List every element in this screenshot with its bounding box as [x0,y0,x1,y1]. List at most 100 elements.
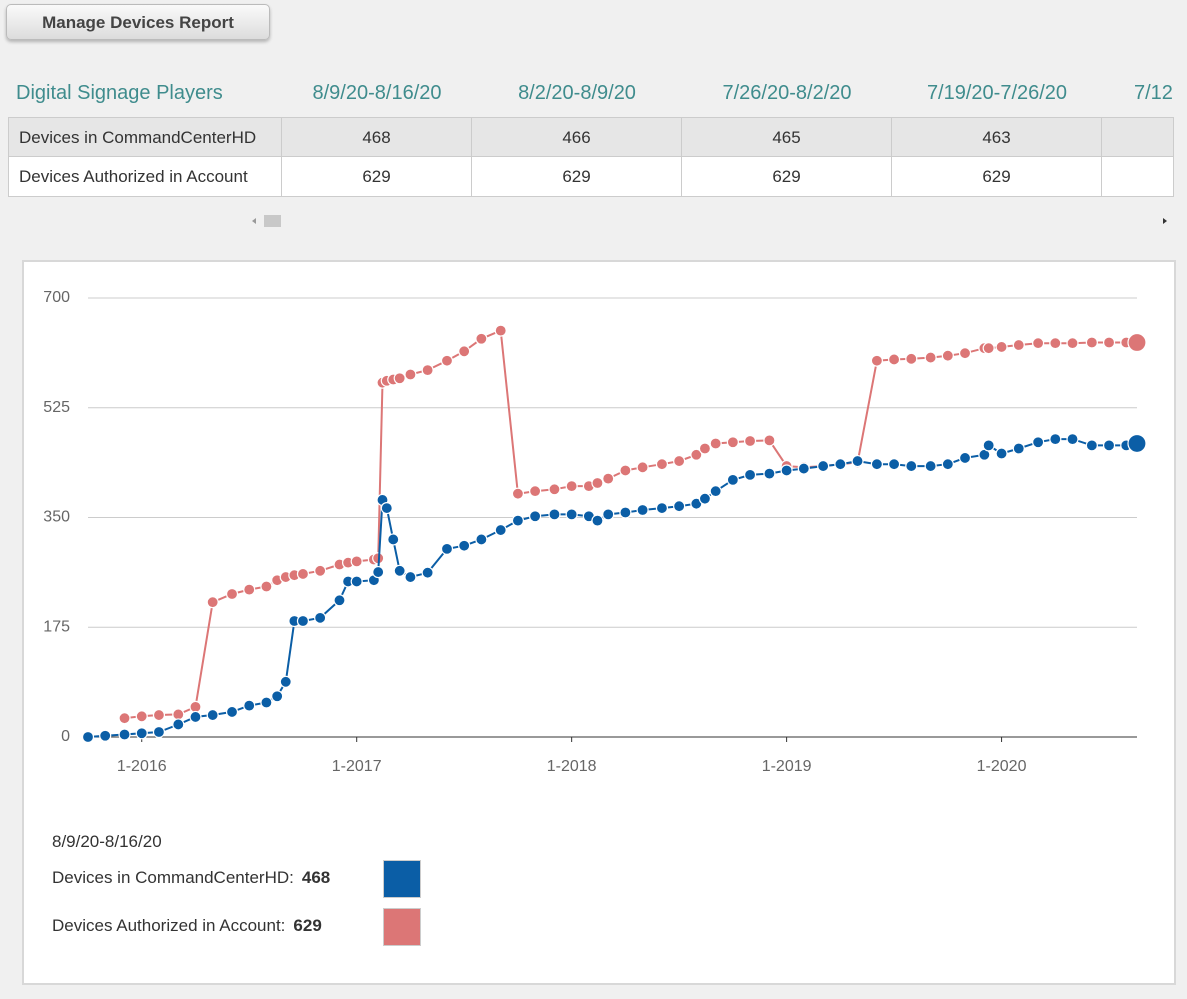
data-point [387,533,400,546]
data-point [655,458,669,471]
data-point [887,458,901,471]
cell: 468 [282,117,472,157]
data-point [602,472,615,485]
report-button[interactable]: Manage Devices Report [6,4,270,40]
data-point [636,503,649,517]
column-header: Digital Signage Players [16,82,223,104]
data-point [1066,433,1079,446]
x-tick-label: 1-2020 [977,758,1027,775]
data-point [887,353,901,366]
tooltip-swatch [383,860,421,898]
data-point [152,725,166,739]
y-tick-label: 175 [43,618,70,635]
cell [1102,157,1174,197]
data-point [440,542,454,555]
data-point [314,611,327,624]
x-tick-label: 1-2016 [117,758,167,775]
data-point [1049,337,1062,350]
data-point [296,614,310,628]
data-point [494,523,507,537]
data-point [690,448,703,461]
data-point [1102,439,1116,452]
data-point [393,372,406,385]
data-point [172,718,185,731]
data-point [189,700,202,713]
y-tick-label: 700 [43,289,70,306]
data-point [548,508,561,521]
data-point [1049,433,1062,446]
data-point [475,332,488,345]
data-point [698,492,712,505]
data-point [851,454,864,468]
data-point [350,555,363,568]
cell: 629 [282,157,472,197]
data-point [905,352,918,365]
data-point [698,442,712,455]
data-point [780,464,793,477]
data-point [404,368,417,381]
data-point [81,730,95,744]
tooltip-date: 8/9/20-8/16/20 [52,832,162,851]
data-point [1127,433,1147,454]
series-line [87,438,1138,738]
data-point [941,349,954,362]
scroll-right[interactable] [1163,218,1167,224]
data-point [941,458,954,471]
data-point [1102,336,1116,349]
x-tick-label: 1-2017 [332,758,382,775]
data-point [958,451,972,465]
data-point [995,340,1008,354]
cell: 466 [472,117,682,157]
data-point [1032,436,1045,449]
column-header: 7/26/20-8/2/20 [722,82,852,104]
data-point [172,708,185,721]
series-line [124,329,1137,720]
scroll-thumb[interactable] [264,215,281,227]
row-label: Devices in CommandCenterHD [8,117,282,157]
tooltip-value: 468 [301,868,331,887]
y-tick-label: 350 [43,509,70,526]
cell: 465 [682,117,892,157]
data-point [1066,337,1079,350]
column-header: 7/12 [1134,82,1173,104]
data-point [726,436,739,449]
data-point [1012,442,1025,455]
data-point [314,564,327,577]
data-point [591,476,604,490]
column-header: 7/19/20-7/26/20 [926,82,1068,104]
data-point [743,434,757,448]
data-point [529,510,542,523]
data-point [333,594,346,607]
cell: 629 [472,157,682,197]
y-tick-label: 525 [43,399,70,416]
data-point [529,485,542,498]
data-point [797,462,810,475]
data-point [591,514,604,527]
data-point [99,729,112,742]
data-point [494,324,507,337]
data-point [1127,332,1147,353]
tooltip-value: 629 [293,916,322,935]
data-point [225,705,239,719]
data-point [458,539,471,552]
data-point [924,459,937,473]
row-label: Devices Authorized in Account [8,157,282,197]
data-point [206,708,219,722]
column-header: 8/9/20-8/16/20 [312,82,442,104]
data-point [118,712,131,725]
data-point [135,710,148,723]
data-point [475,533,488,546]
data-point [673,454,686,468]
data-point [421,364,434,377]
cell [1102,117,1174,157]
data-point [743,468,757,481]
data-point [404,570,417,584]
data-point [206,596,219,609]
x-tick-label: 1-2019 [762,758,812,775]
scroll-left[interactable] [252,218,256,224]
data-point [243,699,256,712]
scrollbar[interactable] [250,214,1180,230]
data-point [636,461,649,474]
